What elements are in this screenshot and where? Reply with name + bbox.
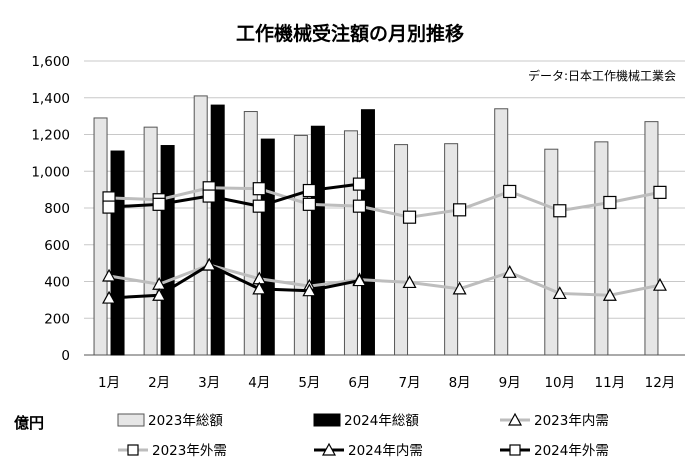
point-2024-foreign xyxy=(302,183,316,198)
point-2024-domestic xyxy=(252,281,267,295)
series-line-2024-foreign xyxy=(108,182,360,209)
bar-2023-total xyxy=(544,148,559,356)
bar-2023-total xyxy=(494,108,509,356)
point-2024-foreign xyxy=(252,199,266,213)
x-tick-label: 4月 xyxy=(248,375,270,391)
y-tick-label: 0 xyxy=(61,348,70,364)
point-2023-domestic xyxy=(602,288,617,301)
x-tick-label: 10月 xyxy=(544,375,575,391)
series-lines xyxy=(102,177,667,304)
x-tick-label: 11月 xyxy=(595,375,626,391)
point-2023-foreign xyxy=(302,197,316,211)
bar-2024-total xyxy=(310,125,325,356)
x-tick-label: 8月 xyxy=(449,375,471,391)
point-2024-domestic xyxy=(202,257,217,271)
legend-label: 2024年総額 xyxy=(344,413,419,429)
point-2023-domestic xyxy=(502,265,517,278)
point-2024-domestic xyxy=(302,283,317,297)
bar-2023-total xyxy=(243,111,258,356)
point-2023-foreign xyxy=(553,204,567,218)
bar-2023-total xyxy=(93,117,108,356)
point-2023-domestic xyxy=(452,281,467,295)
legend-marker xyxy=(127,444,139,456)
legend-label: 2023年内需 xyxy=(534,413,609,429)
x-tick-label: 5月 xyxy=(298,375,320,391)
point-2024-foreign xyxy=(102,200,116,214)
point-2024-domestic xyxy=(152,288,167,301)
bar-2023-total xyxy=(644,121,659,356)
legend-swatch xyxy=(117,413,145,427)
legend: 2023年総額 2024年総額 2023年内需 2023年外需 2024年内需 2024年… xyxy=(117,412,609,459)
bar-2023-total xyxy=(193,95,208,356)
y-tick-label: 1,400 xyxy=(31,91,70,107)
point-2024-foreign xyxy=(352,177,367,191)
point-2023-foreign xyxy=(503,184,517,199)
bar-2023-total xyxy=(594,141,609,356)
x-tick-label: 3月 xyxy=(198,375,220,391)
bar-2023-total xyxy=(394,144,409,356)
point-2023-foreign xyxy=(653,185,667,199)
point-2023-foreign xyxy=(252,182,266,196)
point-2024-foreign xyxy=(202,189,216,203)
bar-2024-total xyxy=(260,138,275,356)
point-2023-domestic xyxy=(102,268,117,282)
unit-label: 億円 xyxy=(14,414,44,432)
legend-marker xyxy=(321,442,337,456)
series-line-2023-foreign xyxy=(108,186,661,219)
point-2024-domestic xyxy=(102,290,117,304)
legend-marker xyxy=(507,412,523,426)
y-tick-label: 1,600 xyxy=(31,54,70,70)
y-tick-label: 1,000 xyxy=(31,164,70,180)
chart-title: 工作機械受注額の月別推移 xyxy=(236,22,464,45)
point-2023-foreign xyxy=(603,195,617,210)
x-tick-label: 7月 xyxy=(398,375,420,391)
legend-label: 2024年外需 xyxy=(534,443,609,459)
bar-2023-total xyxy=(293,134,308,356)
x-tick-label: 1月 xyxy=(98,375,120,391)
legend-label: 2024年内需 xyxy=(348,443,423,459)
legend-label: 2023年総額 xyxy=(148,413,223,429)
point-2023-domestic xyxy=(552,286,567,300)
point-2023-foreign xyxy=(453,203,467,217)
bar-2024-total xyxy=(160,145,175,356)
x-tick-label: 2月 xyxy=(148,375,170,391)
legend-swatch xyxy=(313,413,341,427)
series-line-2024-domestic xyxy=(108,263,360,300)
legend-marker xyxy=(509,444,521,456)
legend-label: 2023年外需 xyxy=(152,443,227,459)
x-axis: 1月 2月 3月 4月 5月 6月 7月 8月 9月 10月 11月 12月 xyxy=(98,375,675,391)
point-2024-foreign xyxy=(152,197,166,211)
series-line-2023-domestic xyxy=(108,263,661,297)
x-tick-label: 12月 xyxy=(645,375,676,391)
point-2023-foreign xyxy=(352,199,367,213)
y-tick-label: 600 xyxy=(44,238,70,254)
bar-2023-total xyxy=(343,130,358,356)
y-tick-label: 400 xyxy=(44,275,70,291)
bar-2024-total xyxy=(110,150,125,356)
point-2023-foreign xyxy=(402,210,417,224)
y-tick-label: 200 xyxy=(44,311,70,327)
y-tick-label: 1,200 xyxy=(31,128,70,144)
bar-2024-total xyxy=(210,104,225,356)
bar-2023-total xyxy=(444,143,459,356)
bar-2023-total xyxy=(143,126,158,356)
y-tick-label: 800 xyxy=(44,201,70,217)
point-2023-domestic xyxy=(402,275,417,289)
y-axis: 0 200 400 600 800 1,000 1,200 1,400 1,600 xyxy=(31,54,70,364)
point-2024-domestic xyxy=(352,273,367,287)
source-note: データ:日本工作機械工業会 xyxy=(528,68,676,83)
x-tick-label: 9月 xyxy=(499,375,521,391)
bar-2024-total xyxy=(360,109,375,356)
point-2023-domestic xyxy=(652,277,667,291)
x-tick-label: 6月 xyxy=(348,375,370,391)
